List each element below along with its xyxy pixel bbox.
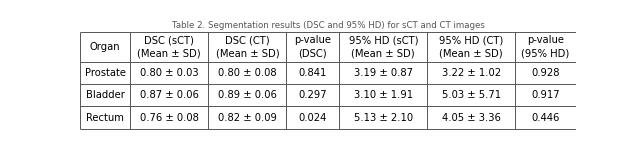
Text: DSC (CT)
(Mean ± SD): DSC (CT) (Mean ± SD) [216,35,279,59]
Text: 0.80 ± 0.03: 0.80 ± 0.03 [140,68,198,78]
Text: 0.446: 0.446 [531,113,560,123]
Text: Organ: Organ [90,42,120,52]
Text: 0.928: 0.928 [531,68,560,78]
Text: p-value
(DSC): p-value (DSC) [294,35,332,59]
Text: 3.19 ± 0.87: 3.19 ± 0.87 [354,68,413,78]
Text: 3.10 ± 1.91: 3.10 ± 1.91 [354,90,413,100]
Text: 95% HD (CT)
(Mean ± SD): 95% HD (CT) (Mean ± SD) [439,35,503,59]
Text: 95% HD (sCT)
(Mean ± SD): 95% HD (sCT) (Mean ± SD) [349,35,418,59]
Text: Prostate: Prostate [84,68,125,78]
Text: Rectum: Rectum [86,113,124,123]
Text: 0.82 ± 0.09: 0.82 ± 0.09 [218,113,277,123]
Text: 0.024: 0.024 [299,113,327,123]
Text: 5.13 ± 2.10: 5.13 ± 2.10 [354,113,413,123]
Text: p-value
(95% HD): p-value (95% HD) [522,35,570,59]
Text: 0.841: 0.841 [299,68,327,78]
Text: 3.22 ± 1.02: 3.22 ± 1.02 [442,68,500,78]
Text: 0.87 ± 0.06: 0.87 ± 0.06 [140,90,198,100]
Text: 0.76 ± 0.08: 0.76 ± 0.08 [140,113,198,123]
Text: 5.03 ± 5.71: 5.03 ± 5.71 [442,90,500,100]
Text: 0.917: 0.917 [531,90,560,100]
Text: Table 2. Segmentation results (DSC and 95% HD) for sCT and CT images: Table 2. Segmentation results (DSC and 9… [172,21,484,30]
Text: 4.05 ± 3.36: 4.05 ± 3.36 [442,113,500,123]
Text: 0.80 ± 0.08: 0.80 ± 0.08 [218,68,276,78]
Text: Bladder: Bladder [86,90,125,100]
Text: 0.297: 0.297 [299,90,327,100]
Text: 0.89 ± 0.06: 0.89 ± 0.06 [218,90,277,100]
Text: DSC (sCT)
(Mean ± SD): DSC (sCT) (Mean ± SD) [138,35,201,59]
